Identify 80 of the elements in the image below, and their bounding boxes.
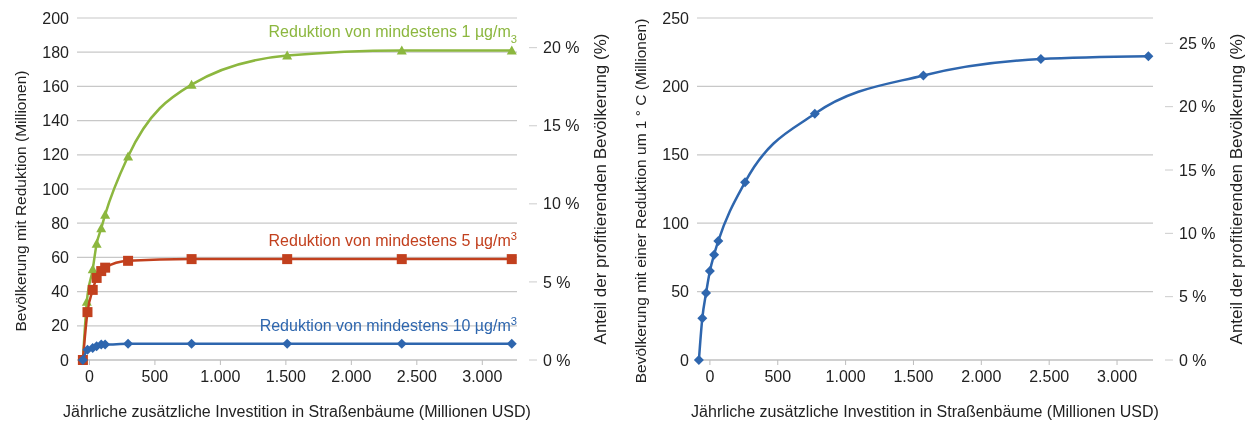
x-axis-title: Jährliche zusätzliche Investition in Straßenbäume (Millionen USD): [63, 403, 531, 420]
point: [82, 307, 93, 318]
x-tick-label: 1.000: [825, 368, 866, 385]
point: [809, 108, 820, 119]
point: [282, 50, 293, 60]
x-tick-label: 1.000: [200, 368, 241, 385]
y2-tick-label: 20 %: [1179, 98, 1216, 116]
y2-tick-label: 5 %: [543, 273, 571, 291]
x-axis-title: Jährliche zusätzliche Investition in Straßenbäume (Millionen USD): [691, 403, 1159, 420]
x-tick-label: 2.000: [961, 368, 1002, 385]
y-tick-label: 120: [42, 146, 70, 164]
y-tick-label: 20: [51, 317, 70, 335]
x-tick-label: 1.500: [893, 368, 934, 385]
point: [186, 254, 197, 265]
y2-tick-label: 10 %: [1179, 224, 1216, 242]
x-tick-label: 0: [84, 368, 94, 385]
x-tick-label: 1.500: [265, 368, 306, 385]
point: [701, 287, 712, 298]
y-tick-label: 60: [51, 249, 70, 266]
point: [186, 79, 197, 89]
point: [282, 338, 293, 349]
y-tick-label: 100: [662, 214, 690, 232]
point: [709, 249, 720, 260]
x-tick-label: 3.000: [1097, 368, 1138, 385]
y2-axis-title: Anteil der profitierenden Bevölkerung (%): [591, 33, 610, 345]
point: [123, 338, 134, 349]
y-tick-label: 0: [60, 351, 70, 369]
y-tick-label: 180: [42, 43, 70, 61]
y-tick-label: 140: [42, 112, 70, 130]
series-label: Reduktion von mindestens 1 µg/m$_{3}$: [268, 23, 517, 46]
point: [506, 338, 517, 349]
y-tick-label: 200: [42, 9, 70, 27]
point: [100, 209, 111, 219]
y-tick-label: 80: [51, 214, 70, 232]
x-tick-label: 2.500: [396, 368, 437, 385]
y-tick-label: 200: [662, 78, 690, 95]
point: [506, 254, 517, 265]
x-tick-label: 0: [705, 368, 715, 385]
y2-tick-label: 0 %: [1179, 351, 1207, 369]
y2-tick-label: 0 %: [543, 351, 571, 369]
point: [123, 255, 134, 266]
y-axis-title: Bevölkerung mit Reduktion (Millionen): [12, 70, 29, 332]
y2-tick-label: 10 %: [543, 195, 580, 213]
point: [100, 262, 111, 273]
point: [713, 235, 724, 246]
y2-tick-label: 20 %: [543, 39, 580, 57]
y-tick-label: 40: [51, 283, 70, 301]
y2-tick-label: 5 %: [1179, 288, 1207, 306]
point: [87, 284, 98, 295]
y2-tick-label: 15 %: [543, 117, 580, 135]
point: [697, 313, 708, 324]
y-tick-label: 160: [42, 78, 70, 95]
y-axis-title: Bevölkerung mit einer Reduktion um 1 ° C (Millionen): [632, 18, 649, 384]
y2-tick-label: 25 %: [1179, 34, 1216, 52]
point: [123, 151, 134, 161]
point: [704, 266, 715, 277]
y-tick-label: 0: [680, 351, 690, 369]
point: [918, 70, 929, 81]
y2-tick-label: 15 %: [1179, 161, 1216, 179]
series-label: Reduktion von mindestens 5 µg/m$^{3}$: [268, 230, 517, 250]
y-tick-label: 50: [671, 283, 690, 301]
point: [693, 355, 704, 365]
point: [282, 254, 293, 265]
series-label: Reduktion von mindestens 10 µg/m$^{3}$: [259, 314, 517, 334]
x-tick-label: 2.500: [1029, 368, 1070, 385]
point: [1143, 51, 1154, 62]
point: [91, 238, 102, 248]
y-tick-label: 250: [662, 9, 690, 27]
point: [396, 254, 407, 265]
x-tick-label: 500: [764, 368, 792, 385]
point: [96, 223, 107, 233]
point: [186, 338, 197, 349]
point: [740, 177, 751, 188]
point: [396, 338, 407, 349]
x-tick-label: 500: [141, 368, 169, 385]
x-tick-label: 2.000: [331, 368, 372, 385]
y-tick-label: 150: [662, 146, 690, 164]
y2-axis-title: Anteil der profitierenden Bevölkerung (%): [1227, 33, 1246, 345]
y-tick-label: 100: [42, 180, 70, 198]
x-tick-label: 3.000: [462, 368, 503, 385]
